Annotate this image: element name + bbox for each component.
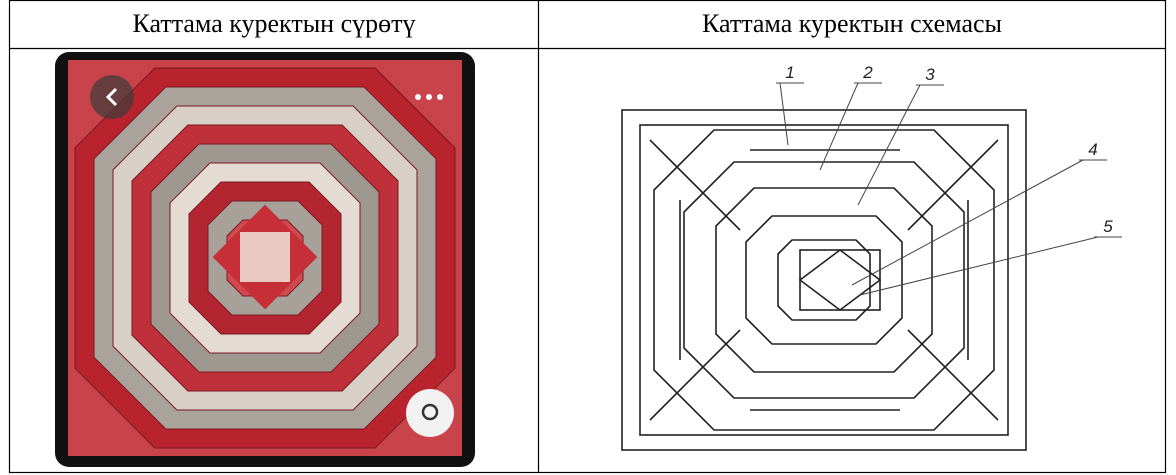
back-icon — [105, 87, 118, 107]
scheme-center — [799, 249, 881, 311]
scheme-strip — [907, 329, 999, 421]
scheme-strip — [649, 329, 741, 421]
table-borders — [8, 0, 1167, 474]
search-icon — [421, 403, 439, 421]
search-button — [406, 389, 454, 437]
leader-line — [857, 84, 921, 206]
scheme-ring — [745, 215, 903, 345]
scheme-ring — [715, 187, 933, 373]
quilt-scheme — [621, 109, 1027, 451]
scheme-ring — [653, 129, 995, 431]
header-cell: Каттама куректын схемасы — [702, 9, 1002, 38]
scheme-labels: 1 2 3 4 5 — [776, 63, 1122, 296]
scheme-ring — [777, 239, 871, 321]
scheme-label: 3 — [925, 65, 935, 84]
header-cell: Каттама куректын сүрөтү — [132, 9, 415, 38]
leader-line — [851, 159, 1084, 286]
quilt-photo — [55, 52, 475, 467]
menu-dot — [415, 94, 421, 100]
menu-dot — [437, 94, 443, 100]
scheme-label: 2 — [862, 63, 873, 82]
leader-line — [779, 82, 789, 146]
scheme-strip — [907, 139, 999, 231]
scheme-label: 5 — [1103, 217, 1113, 236]
scheme-label: 1 — [785, 63, 794, 82]
leader-line — [859, 236, 1099, 296]
leader-line — [819, 82, 859, 171]
scheme-ring — [683, 161, 965, 399]
back-button — [90, 75, 134, 119]
scheme-diamond — [798, 249, 882, 311]
quilt-center-inner — [240, 232, 290, 282]
scheme-label: 4 — [1088, 140, 1097, 159]
menu-dot — [426, 94, 432, 100]
scheme-strip — [649, 139, 741, 231]
